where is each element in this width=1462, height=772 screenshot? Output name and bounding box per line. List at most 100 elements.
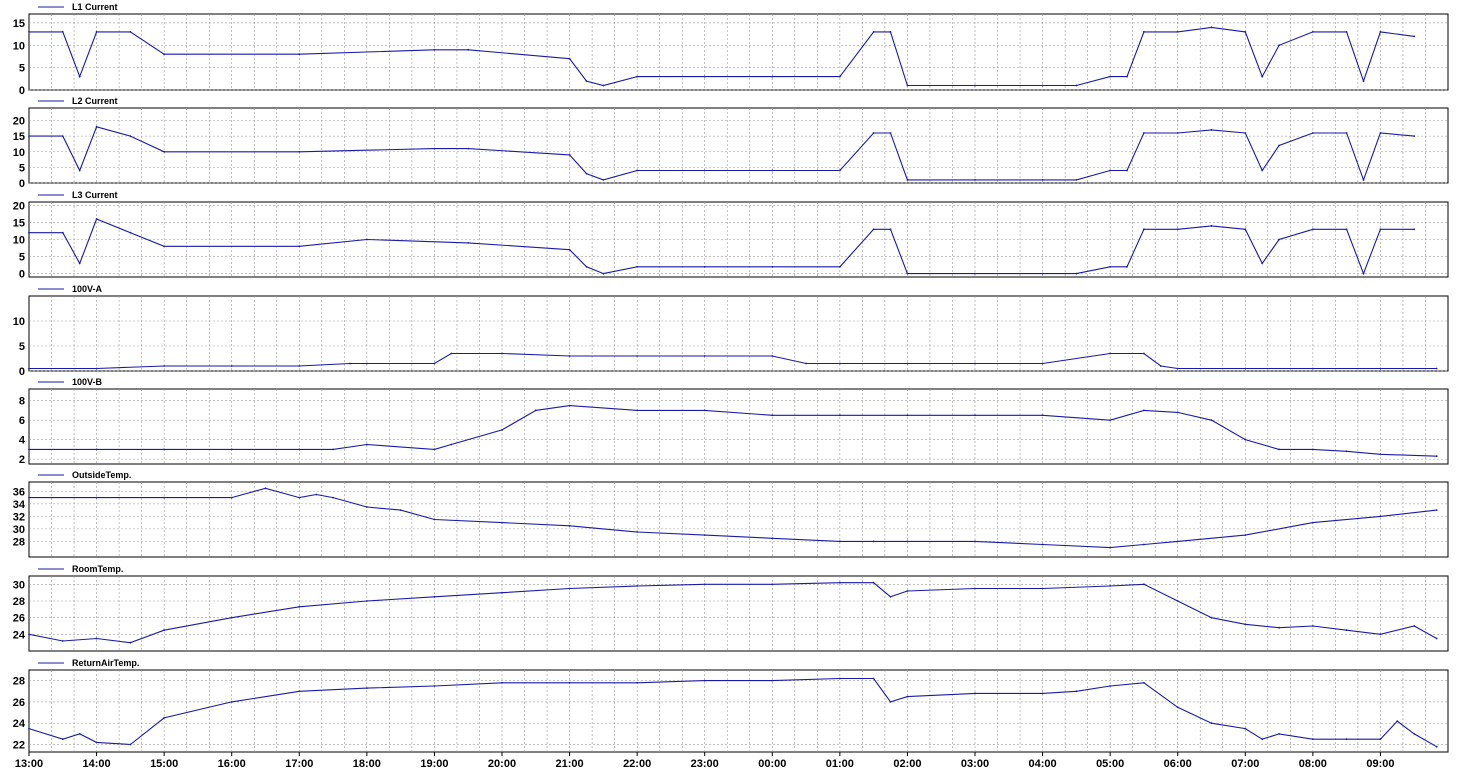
data-point (1143, 228, 1145, 231)
data-point (974, 362, 976, 365)
data-point (906, 84, 909, 87)
data-point (1210, 129, 1213, 131)
x-tick-label: 07:00 (1231, 758, 1259, 770)
data-point (298, 365, 301, 367)
y-tick-label: 0 (19, 178, 25, 190)
data-point (1075, 179, 1078, 181)
y-tick-label: 10 (13, 316, 25, 328)
x-tick-label: 05:00 (1096, 758, 1124, 770)
data-point (602, 179, 605, 181)
data-point (906, 362, 909, 365)
data-point (585, 172, 588, 175)
x-tick-label: 17:00 (285, 758, 313, 770)
data-point (501, 521, 503, 524)
data-point (28, 135, 30, 138)
data-point (61, 135, 64, 138)
data-point (889, 595, 892, 598)
y-tick-label: 26 (13, 613, 25, 625)
data-point (1413, 35, 1416, 38)
data-point (95, 448, 98, 451)
x-tick-label: 16:00 (218, 758, 246, 770)
data-point (1278, 238, 1280, 241)
data-point (1244, 534, 1247, 536)
data-point (585, 265, 588, 268)
data-point (1345, 450, 1348, 453)
y-tick-label: 36 (13, 486, 25, 498)
data-point (501, 429, 503, 431)
y-tick-label: 2 (19, 454, 25, 466)
panel-title: L1 Current (72, 2, 118, 12)
data-point (129, 231, 132, 234)
data-point (1244, 438, 1247, 441)
data-point (1210, 722, 1213, 725)
data-point (298, 448, 301, 451)
y-tick-label: 20 (13, 116, 25, 128)
x-tick-label: 08:00 (1299, 758, 1327, 770)
data-point (636, 409, 638, 412)
y-tick-label: 24 (13, 629, 26, 641)
data-point (1413, 135, 1416, 138)
data-point (703, 75, 706, 78)
data-point (399, 509, 402, 511)
data-point (1379, 228, 1382, 231)
data-point (1435, 367, 1438, 370)
data-point (95, 125, 98, 128)
data-point (61, 231, 64, 234)
data-point (1159, 365, 1162, 367)
data-point (771, 414, 774, 417)
x-tick-label: 03:00 (961, 758, 989, 770)
data-point (872, 540, 875, 543)
data-point (230, 701, 233, 703)
data-point (1379, 453, 1382, 456)
data-point (1143, 132, 1145, 134)
data-point (568, 57, 571, 60)
data-point (230, 365, 233, 367)
data-point (1379, 515, 1382, 518)
data-point (1109, 352, 1111, 355)
data-point (366, 238, 368, 241)
y-tick-label: 24 (13, 718, 26, 730)
data-point (889, 228, 892, 231)
data-point (366, 506, 368, 508)
x-tick-label: 06:00 (1164, 758, 1192, 770)
data-point (349, 362, 351, 365)
data-point (839, 677, 841, 680)
data-point (95, 367, 98, 370)
data-point (332, 496, 334, 499)
data-point (28, 31, 30, 33)
data-point (163, 717, 166, 719)
data-point (906, 272, 909, 275)
data-point (78, 75, 81, 78)
data-point (1278, 44, 1280, 47)
data-point (1244, 31, 1247, 33)
data-point (1362, 80, 1365, 82)
data-point (366, 687, 368, 689)
data-point (1435, 509, 1438, 511)
data-point (636, 265, 638, 268)
data-point (129, 743, 132, 746)
data-point (1278, 144, 1280, 147)
data-point (230, 496, 233, 499)
y-tick-label: 0 (19, 269, 25, 281)
data-point (78, 733, 81, 735)
data-point (467, 48, 470, 51)
data-point (1312, 31, 1314, 33)
data-point (568, 681, 571, 684)
data-point (974, 414, 976, 417)
data-point (61, 640, 64, 642)
data-point (1176, 228, 1179, 231)
data-point (1244, 367, 1247, 370)
panel-title: OutsideTemp. (72, 470, 131, 480)
y-tick-label: 5 (19, 63, 25, 75)
data-point (771, 679, 774, 682)
data-point (366, 443, 368, 446)
panel-title: 100V-B (72, 377, 103, 387)
x-tick-label: 23:00 (691, 758, 719, 770)
data-point (1345, 629, 1348, 632)
data-point (163, 496, 166, 499)
data-point (1041, 179, 1044, 181)
data-point (1345, 738, 1348, 741)
data-point (28, 231, 30, 234)
data-point (568, 248, 571, 251)
data-point (1435, 455, 1438, 458)
